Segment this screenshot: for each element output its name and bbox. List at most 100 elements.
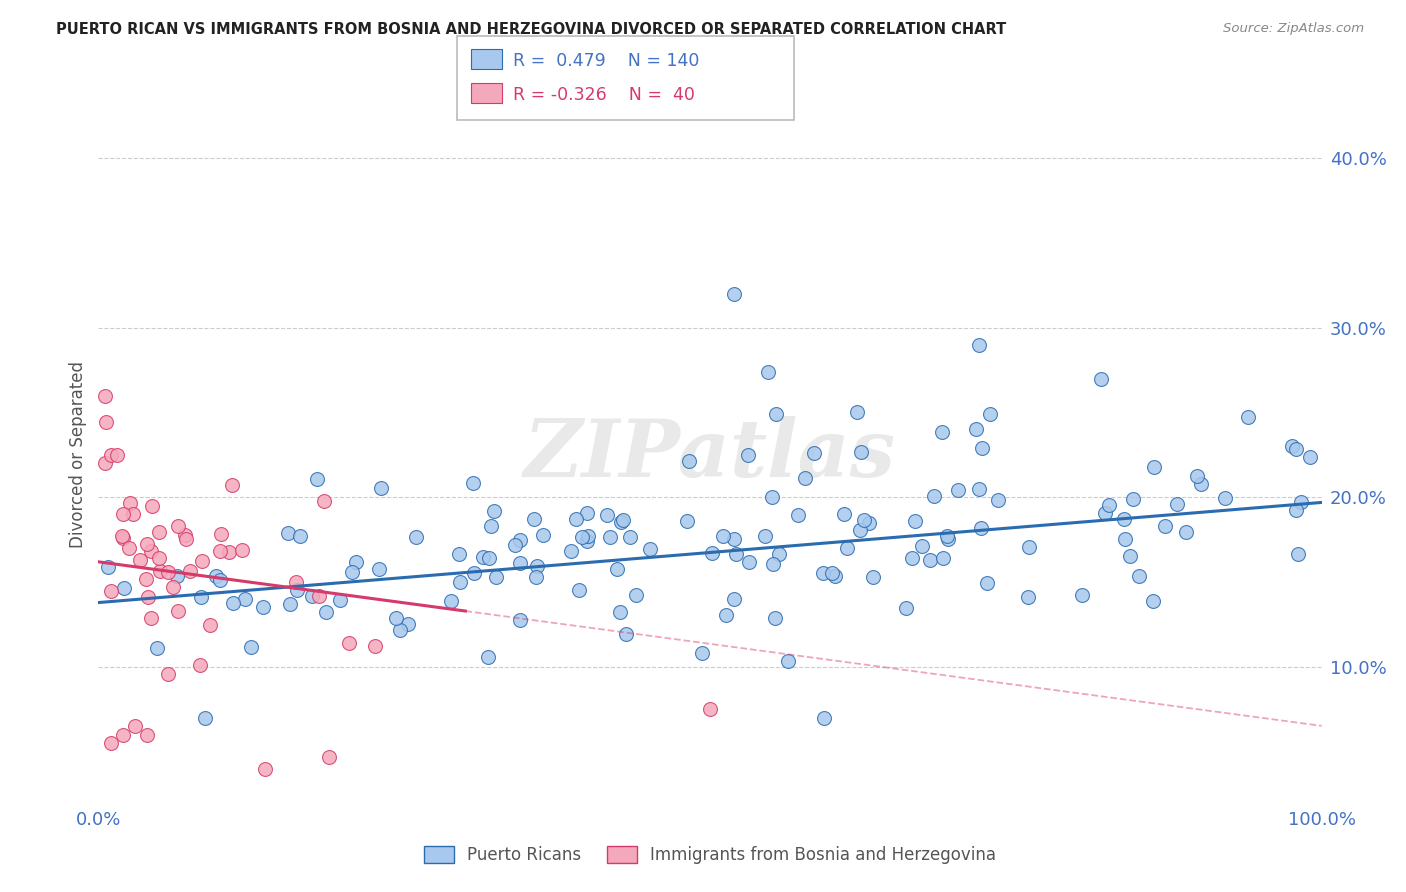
Point	[619, 530, 641, 544]
Point	[702, 546, 724, 560]
Point	[112, 581, 135, 595]
Point	[111, 508, 134, 522]
Point	[218, 545, 240, 559]
Point	[609, 605, 631, 619]
Point	[714, 608, 737, 623]
Point	[835, 541, 858, 556]
Point	[221, 478, 243, 492]
Point	[190, 590, 212, 604]
Point	[813, 711, 835, 725]
Point	[610, 515, 633, 529]
Point	[606, 562, 628, 576]
Point	[176, 532, 198, 546]
Point	[190, 554, 212, 568]
Point	[737, 449, 759, 463]
Point	[522, 512, 544, 526]
Point	[614, 626, 637, 640]
Point	[1213, 491, 1236, 506]
Point	[910, 540, 932, 554]
Point	[786, 508, 808, 522]
Point	[162, 580, 184, 594]
Point	[173, 527, 195, 541]
Point	[965, 422, 987, 436]
Point	[111, 728, 134, 742]
Point	[301, 589, 323, 603]
Point	[754, 529, 776, 543]
Y-axis label: Divorced or Separated: Divorced or Separated	[69, 361, 87, 549]
Point	[94, 388, 117, 402]
Point	[849, 524, 872, 538]
Point	[723, 532, 745, 546]
Point	[478, 551, 501, 566]
Point	[1153, 519, 1175, 533]
Point	[901, 551, 924, 566]
Point	[575, 533, 598, 548]
Point	[157, 565, 180, 579]
Point	[477, 650, 499, 665]
Point	[851, 445, 873, 459]
Point	[110, 529, 132, 543]
Point	[761, 490, 783, 504]
Point	[1291, 495, 1313, 509]
Point	[118, 541, 141, 556]
Point	[139, 544, 162, 558]
Point	[111, 531, 134, 545]
Point	[699, 702, 721, 716]
Point	[285, 574, 308, 589]
Point	[576, 529, 599, 543]
Point	[121, 507, 143, 521]
Point	[624, 588, 647, 602]
Point	[146, 641, 169, 656]
Point	[1090, 371, 1112, 385]
Point	[485, 570, 508, 584]
Point	[344, 555, 367, 569]
Point	[1185, 468, 1208, 483]
Point	[253, 762, 276, 776]
Point	[440, 593, 463, 607]
Point	[756, 365, 779, 379]
Point	[166, 569, 188, 583]
Point	[862, 570, 884, 584]
Point	[479, 518, 502, 533]
Point	[776, 654, 799, 668]
Point	[575, 507, 598, 521]
Point	[894, 601, 917, 615]
Point	[1175, 524, 1198, 539]
Point	[931, 425, 953, 440]
Point	[1237, 410, 1260, 425]
Point	[824, 569, 846, 583]
Point	[676, 514, 699, 528]
Point	[936, 533, 959, 547]
Point	[179, 564, 201, 578]
Point	[845, 405, 868, 419]
Point	[568, 582, 591, 597]
Point	[288, 528, 311, 542]
Point	[1286, 547, 1309, 561]
Point	[1114, 532, 1136, 546]
Point	[405, 529, 427, 543]
Point	[149, 564, 172, 578]
Point	[969, 521, 991, 535]
Point	[503, 538, 526, 552]
Text: PUERTO RICAN VS IMMIGRANTS FROM BOSNIA AND HERZEGOVINA DIVORCED OR SEPARATED COR: PUERTO RICAN VS IMMIGRANTS FROM BOSNIA A…	[56, 22, 1007, 37]
Point	[638, 542, 661, 557]
Point	[853, 513, 876, 527]
Text: R = -0.326    N =  40: R = -0.326 N = 40	[513, 86, 695, 103]
Text: ZIPatlas: ZIPatlas	[524, 417, 896, 493]
Point	[737, 555, 759, 569]
Point	[124, 719, 146, 733]
Point	[308, 589, 330, 603]
Point	[100, 736, 122, 750]
Point	[368, 562, 391, 576]
Point	[312, 494, 335, 508]
Point	[463, 566, 485, 580]
Point	[1299, 450, 1322, 465]
Point	[167, 519, 190, 533]
Legend: Puerto Ricans, Immigrants from Bosnia and Herzegovina: Puerto Ricans, Immigrants from Bosnia an…	[418, 839, 1002, 871]
Point	[564, 511, 586, 525]
Point	[1284, 442, 1306, 457]
Point	[370, 481, 392, 495]
Point	[128, 553, 150, 567]
Point	[118, 496, 141, 510]
Point	[1128, 569, 1150, 583]
